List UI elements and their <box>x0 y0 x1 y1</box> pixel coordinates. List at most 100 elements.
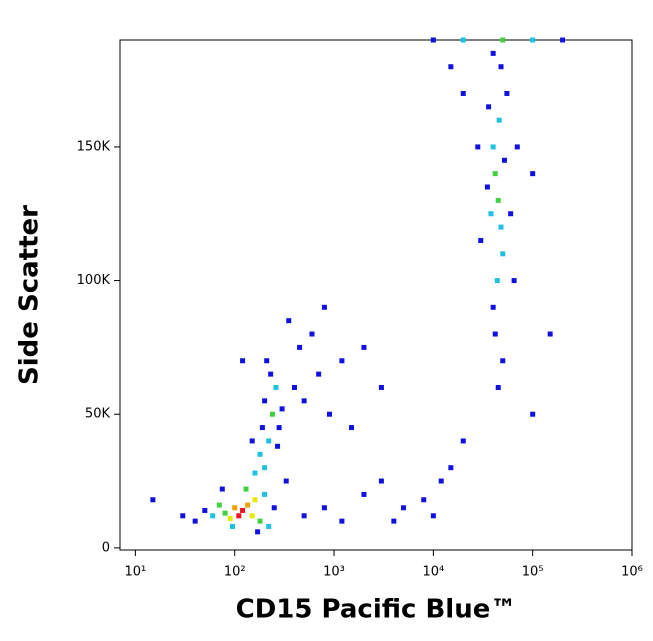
point <box>508 211 514 217</box>
point <box>339 358 345 364</box>
point <box>192 518 198 524</box>
point <box>229 523 235 529</box>
point <box>488 211 494 217</box>
y-tick-label: 50K <box>85 407 111 422</box>
point <box>448 465 454 471</box>
point <box>514 144 520 150</box>
point <box>243 486 249 492</box>
point <box>475 144 481 150</box>
plot-frame <box>119 39 633 551</box>
point <box>361 344 367 350</box>
point <box>219 486 225 492</box>
point <box>275 443 281 449</box>
point <box>438 478 444 484</box>
point <box>297 344 303 350</box>
point <box>222 510 228 516</box>
point <box>279 406 285 412</box>
point <box>321 505 327 511</box>
point <box>378 384 384 390</box>
point <box>292 384 298 390</box>
point <box>232 505 238 511</box>
point <box>266 523 272 529</box>
point <box>494 278 500 284</box>
point <box>301 513 307 519</box>
x-tick-label: 10⁴ <box>422 565 444 580</box>
point <box>255 529 261 535</box>
point <box>257 451 263 457</box>
x-tick-label: 10² <box>224 565 246 580</box>
point <box>316 371 322 377</box>
point <box>150 497 156 503</box>
point <box>349 425 355 431</box>
point <box>252 497 258 503</box>
point <box>400 505 406 511</box>
x-axis-title: CD15 Pacific Blue™ <box>236 595 517 625</box>
point <box>283 478 289 484</box>
point <box>262 491 268 497</box>
point <box>495 384 501 390</box>
point <box>271 505 277 511</box>
point <box>530 411 536 417</box>
point <box>490 144 496 150</box>
point <box>484 184 490 190</box>
point <box>180 513 186 519</box>
point <box>309 331 315 337</box>
point <box>264 358 270 364</box>
point <box>530 171 536 177</box>
point <box>240 358 246 364</box>
point <box>504 90 510 96</box>
point <box>490 50 496 56</box>
point <box>268 371 274 377</box>
point <box>273 384 279 390</box>
point <box>249 513 255 519</box>
point <box>259 425 265 431</box>
point <box>269 411 275 417</box>
point <box>500 37 506 43</box>
point <box>257 518 263 524</box>
point <box>498 64 504 70</box>
point <box>252 470 258 476</box>
x-tick-label: 10⁶ <box>621 565 643 580</box>
point <box>210 513 216 519</box>
x-tick-label: 10⁵ <box>522 565 544 580</box>
point <box>378 478 384 484</box>
point <box>430 37 436 43</box>
point <box>339 518 345 524</box>
point <box>321 304 327 310</box>
point <box>262 398 268 404</box>
y-axis-title: Side Scatter <box>15 205 45 385</box>
point <box>240 507 246 513</box>
point <box>216 502 222 508</box>
point <box>478 237 484 243</box>
point <box>498 224 504 230</box>
point <box>530 37 536 43</box>
y-tick-label: 100K <box>77 273 111 288</box>
point <box>492 171 498 177</box>
point <box>391 518 397 524</box>
point <box>500 358 506 364</box>
point <box>202 507 208 513</box>
point <box>460 90 466 96</box>
point <box>501 157 507 163</box>
point <box>266 438 272 444</box>
point <box>245 502 251 508</box>
point <box>460 438 466 444</box>
point <box>492 331 498 337</box>
point <box>460 37 466 43</box>
point <box>500 251 506 257</box>
point <box>560 37 566 43</box>
point <box>496 117 502 123</box>
point <box>326 411 332 417</box>
point <box>236 513 242 519</box>
point <box>361 491 367 497</box>
point <box>301 398 307 404</box>
y-tick-label: 150K <box>77 139 111 154</box>
point <box>421 497 427 503</box>
point <box>262 465 268 471</box>
point <box>486 104 492 110</box>
point <box>547 331 553 337</box>
point <box>227 515 233 521</box>
x-tick-label: 10³ <box>323 565 345 580</box>
